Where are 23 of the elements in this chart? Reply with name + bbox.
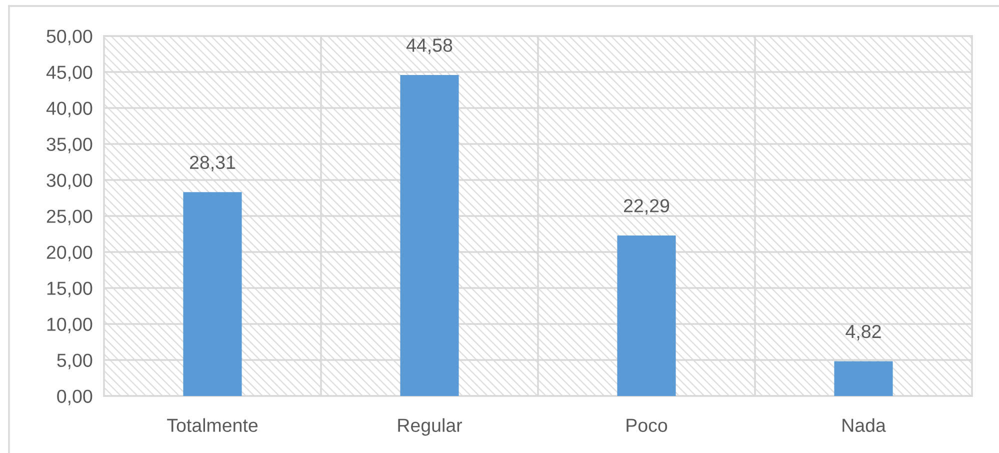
bar bbox=[183, 192, 242, 396]
x-tick-label: Poco bbox=[626, 418, 668, 432]
y-tick-label: 5,00 bbox=[57, 354, 92, 370]
x-tick-label: Regular bbox=[398, 418, 462, 436]
bar bbox=[834, 361, 893, 396]
x-tick-label: Totalmente bbox=[167, 418, 258, 432]
data-label: 4,82 bbox=[846, 324, 881, 340]
y-tick-label: 45,00 bbox=[46, 66, 92, 82]
y-tick-label: 15,00 bbox=[47, 282, 92, 298]
y-tick-label: 10,00 bbox=[47, 318, 92, 334]
y-tick-label: 20,00 bbox=[46, 246, 92, 262]
y-tick-label: 40,00 bbox=[46, 102, 92, 118]
y-tick-label: 25,00 bbox=[46, 210, 92, 226]
y-tick-label: 50,00 bbox=[46, 30, 92, 46]
bar bbox=[617, 236, 676, 396]
data-label: 28,31 bbox=[190, 156, 236, 172]
bar bbox=[400, 75, 459, 396]
data-label: 22,29 bbox=[624, 199, 670, 215]
y-tick-label: 0,00 bbox=[57, 390, 92, 406]
y-tick-label: 30,00 bbox=[46, 174, 92, 190]
data-label: 44,58 bbox=[406, 38, 452, 54]
y-tick-label: 35,00 bbox=[46, 138, 92, 154]
x-tick-label: Nada bbox=[842, 418, 886, 432]
